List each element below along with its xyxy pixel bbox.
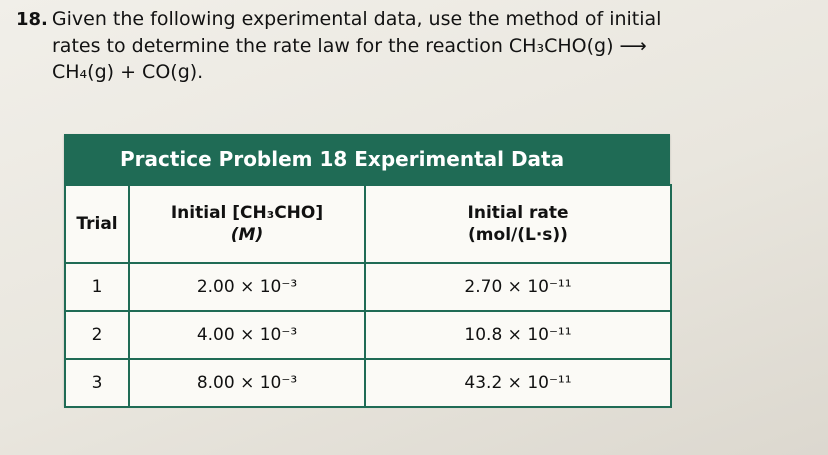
- cell-rate: 10.8 × 10⁻¹¹: [364, 310, 672, 360]
- header-concentration-line-1: Initial [CH₃CHO]: [170, 203, 324, 223]
- experimental-data-table: Practice Problem 18 Experimental Data Tr…: [64, 134, 672, 408]
- cell-concentration: 8.00 × 10⁻³: [128, 358, 366, 408]
- problem-statement: 18. Given the following experimental data…: [16, 6, 816, 85]
- problem-text-line-2: rates to determine the rate law for the …: [52, 35, 647, 57]
- cell-trial: 1: [64, 262, 130, 312]
- data-table: Trial Initial [CH₃CHO] (M) Initial rate …: [64, 184, 672, 408]
- header-rate: Initial rate (mol/(L·s)): [364, 184, 672, 264]
- problem-text-line-3: CH₄(g) + CO(g).: [52, 61, 204, 83]
- table-title: Practice Problem 18 Experimental Data: [64, 134, 670, 184]
- problem-number: 18.: [16, 9, 48, 30]
- problem-line-1: 18. Given the following experimental data…: [16, 6, 816, 33]
- header-concentration: Initial [CH₃CHO] (M): [128, 184, 366, 264]
- cell-rate: 43.2 × 10⁻¹¹: [364, 358, 672, 408]
- cell-rate: 2.70 × 10⁻¹¹: [364, 262, 672, 312]
- table-row: 2 4.00 × 10⁻³ 10.8 × 10⁻¹¹: [64, 310, 672, 360]
- cell-concentration: 4.00 × 10⁻³: [128, 310, 366, 360]
- table-row: 3 8.00 × 10⁻³ 43.2 × 10⁻¹¹: [64, 358, 672, 408]
- cell-concentration: 2.00 × 10⁻³: [128, 262, 366, 312]
- header-trial: Trial: [64, 184, 130, 264]
- header-rate-line-1: Initial rate: [467, 203, 569, 223]
- table-header-row: Trial Initial [CH₃CHO] (M) Initial rate …: [64, 184, 672, 264]
- header-concentration-unit: (M): [230, 225, 264, 245]
- cell-trial: 3: [64, 358, 130, 408]
- header-rate-unit: (mol/(L·s)): [468, 225, 568, 245]
- problem-text-line-1: Given the following experimental data, u…: [51, 8, 662, 30]
- cell-trial: 2: [64, 310, 130, 360]
- table-row: 1 2.00 × 10⁻³ 2.70 × 10⁻¹¹: [64, 262, 672, 312]
